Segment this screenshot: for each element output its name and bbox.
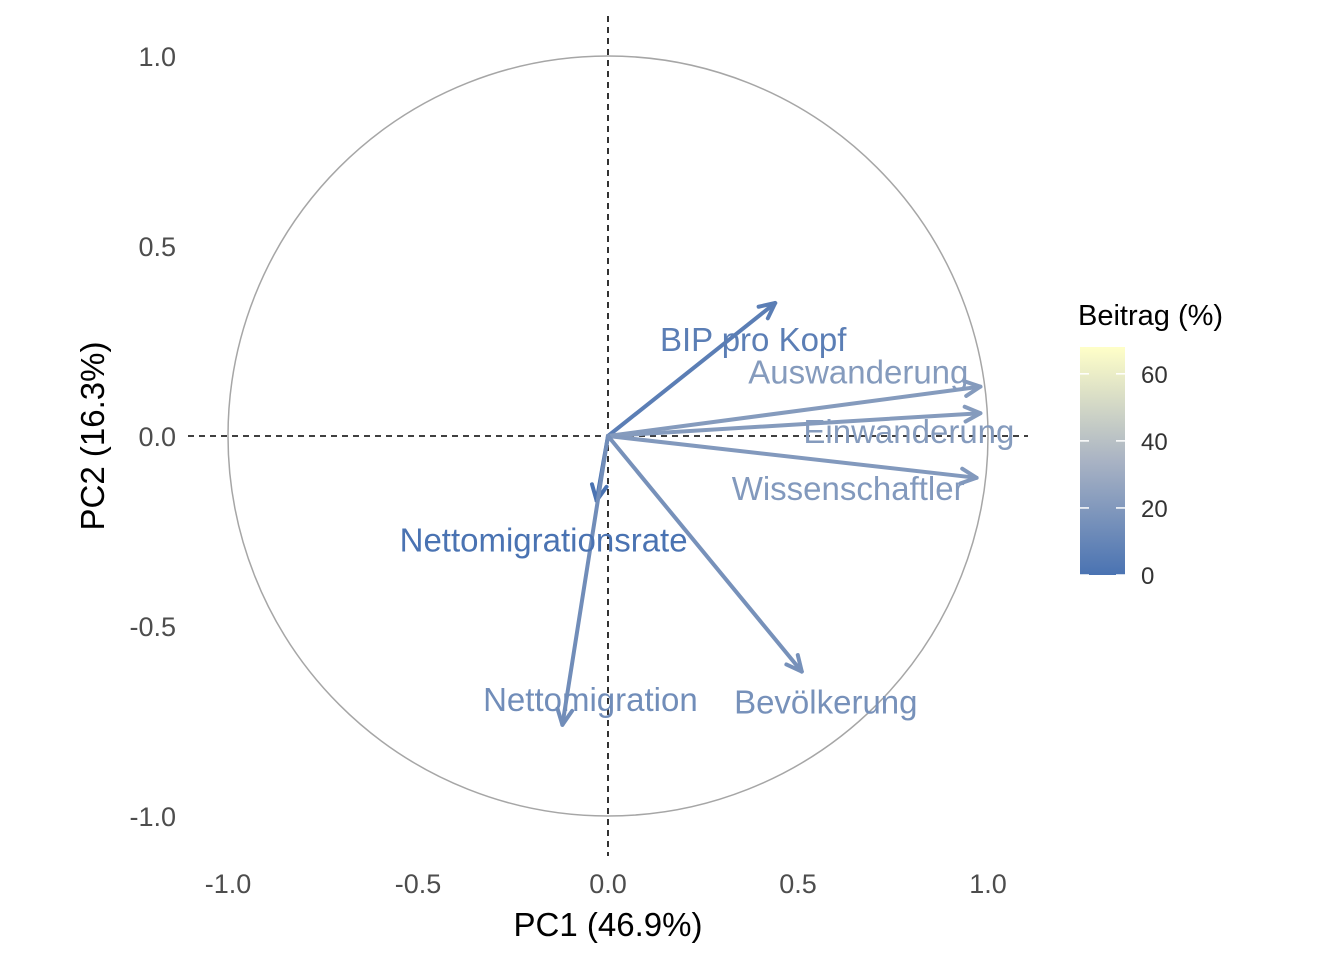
legend-tick-label: 60 <box>1141 362 1168 389</box>
variable-label: Bevölkerung <box>734 684 917 721</box>
arrow-head <box>555 706 575 727</box>
y-tick-label: -1.0 <box>129 802 176 832</box>
variable-label: BIP pro Kopf <box>660 321 847 358</box>
legend-colorbar <box>1080 347 1125 575</box>
y-tick-label: -0.5 <box>129 612 176 642</box>
variable-arrow <box>606 434 979 480</box>
x-axis: -1.0 -0.5 0.0 0.5 1.0 <box>205 869 1007 899</box>
legend-tick-label: 20 <box>1141 496 1168 523</box>
y-tick-label: 0.0 <box>138 422 176 452</box>
variable-arrows <box>555 301 983 727</box>
legend-tick-label: 40 <box>1141 429 1168 456</box>
x-axis-title: PC1 (46.9%) <box>514 906 703 943</box>
variable-label: Wissenschaftler <box>732 470 965 507</box>
x-tick-label: -0.5 <box>395 869 442 899</box>
variable-arrow <box>606 434 804 674</box>
legend: Beitrag (%) 60 40 20 0 <box>1078 300 1223 590</box>
variable-label: Auswanderung <box>748 354 968 391</box>
variable-arrow <box>606 411 983 438</box>
legend-title: Beitrag (%) <box>1078 300 1223 332</box>
x-tick-label: -1.0 <box>205 869 252 899</box>
x-tick-label: 0.5 <box>779 869 817 899</box>
variable-arrow <box>560 434 610 727</box>
y-axis-title: PC2 (16.3%) <box>74 342 111 531</box>
legend-tick-label: 0 <box>1141 563 1154 590</box>
x-tick-label: 1.0 <box>969 869 1007 899</box>
y-axis: 1.0 0.5 0.0 -0.5 -1.0 <box>129 42 176 832</box>
arrow-head <box>958 466 979 486</box>
arrow-head <box>962 379 983 398</box>
unit-circle <box>227 55 989 817</box>
x-tick-label: 0.0 <box>589 869 627 899</box>
arrow-head <box>962 404 983 424</box>
variable-arrow <box>606 384 983 438</box>
y-tick-label: 1.0 <box>138 42 176 72</box>
y-tick-label: 0.5 <box>138 232 176 262</box>
arrow-head <box>784 653 804 674</box>
arrow-head <box>756 301 778 321</box>
variable-label: Einwanderung <box>803 413 1014 450</box>
variable-label: Nettomigrationsrate <box>400 522 688 559</box>
variable-arrow <box>606 301 778 438</box>
variable-label: Nettomigration <box>483 681 698 718</box>
